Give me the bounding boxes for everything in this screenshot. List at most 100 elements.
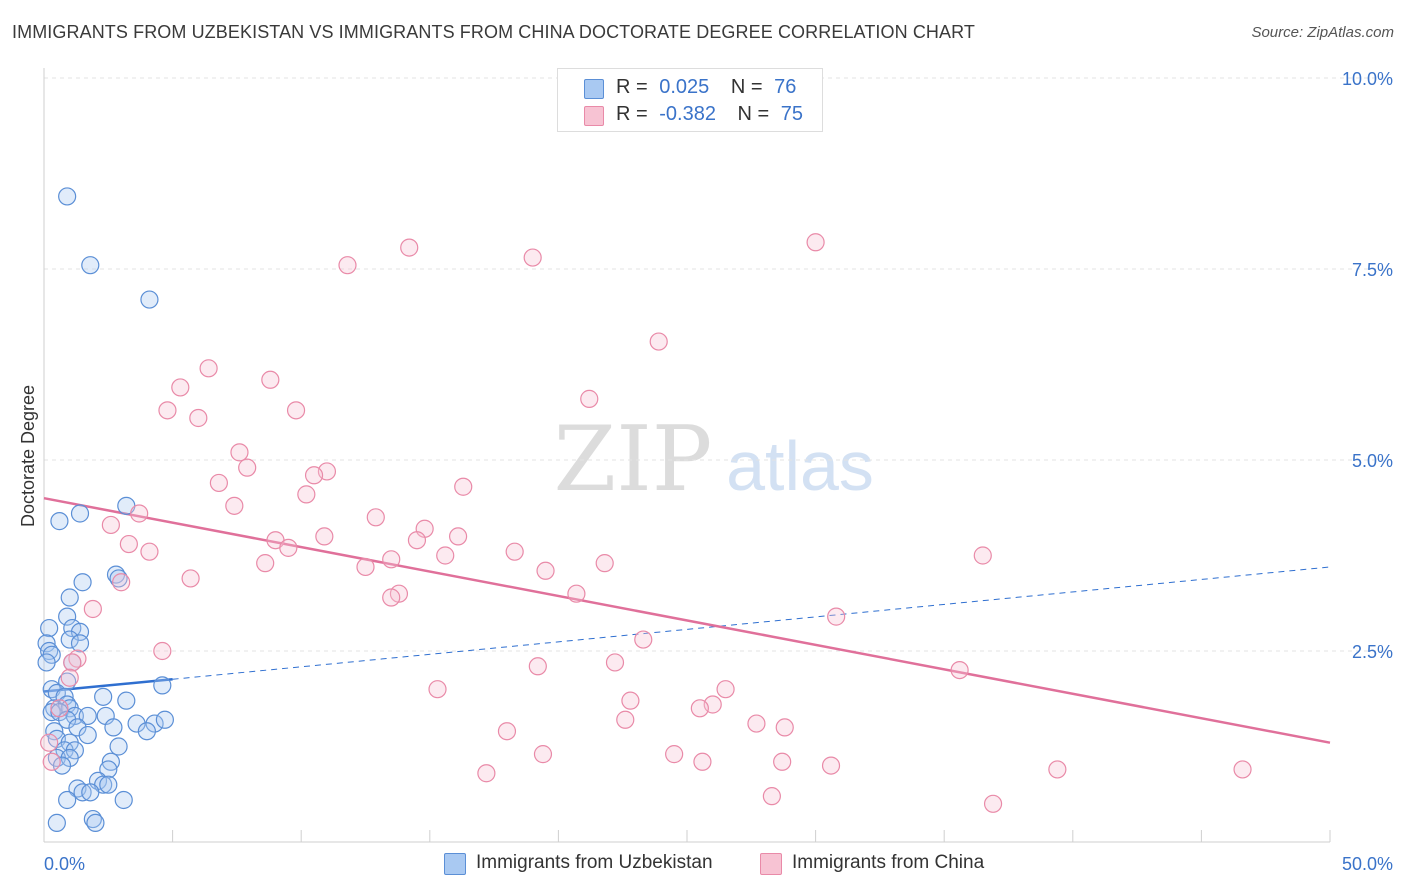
point-uzbekistan — [81, 256, 100, 275]
legend-row-uzbekistan: R = 0.025 N = 76 — [558, 74, 822, 100]
point-china — [693, 752, 712, 771]
legend-text: R = -0.382 N = 75 — [616, 103, 803, 126]
point-china — [716, 680, 735, 699]
point-china — [436, 546, 455, 565]
point-china — [806, 233, 825, 252]
point-uzbekistan — [58, 607, 77, 626]
point-china — [130, 504, 149, 523]
data-points — [37, 187, 1252, 833]
point-china — [621, 691, 640, 710]
point-uzbekistan — [60, 588, 79, 607]
watermark-zip: ZIP — [554, 407, 713, 512]
point-uzbekistan — [50, 512, 69, 531]
point-china — [338, 256, 357, 275]
point-china — [50, 699, 69, 718]
x-tick-label: 0.0% — [44, 854, 85, 874]
point-china — [762, 787, 781, 806]
point-uzbekistan — [81, 783, 100, 802]
point-uzbekistan — [140, 290, 159, 309]
point-china — [119, 534, 138, 554]
point-uzbekistan — [47, 813, 66, 833]
point-uzbekistan — [127, 714, 146, 733]
point-china — [505, 542, 524, 561]
point-china — [189, 408, 208, 428]
point-china — [400, 238, 419, 257]
bottom-legend-label-china: Immigrants from China — [792, 852, 985, 873]
point-china — [605, 653, 625, 672]
watermark: ZIP atlas — [554, 407, 874, 512]
point-china — [382, 550, 401, 569]
point-china — [773, 752, 792, 771]
point-china — [286, 401, 306, 420]
point-china — [428, 680, 447, 699]
point-china — [536, 561, 555, 580]
point-china — [497, 722, 517, 741]
bottom-legend-swatch-uzbekistan — [444, 853, 466, 875]
point-china — [112, 573, 131, 592]
point-uzbekistan — [86, 813, 105, 833]
point-china — [199, 359, 218, 378]
point-china — [42, 752, 61, 771]
point-china — [528, 657, 547, 676]
y-axis-label: Doctorate Degree — [18, 385, 38, 527]
y-tick-label: 7.5% — [1352, 260, 1393, 280]
point-uzbekistan — [50, 703, 69, 722]
watermark-atlas: atlas — [726, 427, 874, 505]
point-china — [356, 557, 375, 577]
point-china — [775, 718, 794, 737]
point-uzbekistan — [109, 737, 128, 756]
point-china — [580, 389, 599, 408]
legend-text: R = 0.025 N = 76 — [616, 76, 796, 99]
legend-n-label: N = — [737, 103, 770, 125]
point-china — [171, 378, 190, 397]
point-uzbekistan — [68, 718, 87, 737]
point-china — [279, 538, 298, 557]
tick-labels: 2.5% 5.0% 7.5% 10.0% 0.0% 50.0% — [44, 69, 1393, 874]
point-china — [238, 458, 257, 477]
legend-r-value: 0.025 — [659, 76, 710, 98]
point-uzbekistan — [94, 687, 113, 706]
point-china — [209, 473, 228, 493]
point-uzbekistan — [104, 718, 123, 737]
bottom-legend-label-uzbekistan: Immigrants from Uzbekistan — [476, 852, 713, 873]
point-china — [225, 496, 244, 515]
point-uzbekistan — [37, 653, 56, 672]
grid-lines — [44, 77, 1394, 652]
point-china — [83, 599, 102, 619]
point-china — [649, 332, 668, 351]
point-uzbekistan — [99, 775, 118, 794]
point-uzbekistan — [145, 714, 164, 733]
point-china — [230, 443, 249, 462]
point-china — [304, 466, 324, 485]
point-uzbekistan — [58, 790, 77, 810]
point-china — [63, 653, 82, 672]
point-china — [665, 745, 684, 764]
point-china — [181, 569, 200, 588]
legend-swatch-uzbekistan — [584, 79, 604, 99]
axes — [43, 68, 1331, 843]
point-china — [101, 515, 120, 535]
point-uzbekistan — [60, 630, 79, 649]
point-china — [40, 733, 59, 752]
legend-r-label: R = — [616, 103, 648, 125]
y-tick-label: 10.0% — [1342, 69, 1393, 89]
chart-source: Source: ZipAtlas.com — [1251, 24, 1394, 41]
point-china — [1048, 760, 1067, 779]
legend-n-value: 76 — [774, 76, 797, 98]
point-china — [382, 588, 401, 607]
point-china — [261, 370, 280, 389]
point-china — [973, 546, 992, 565]
point-uzbekistan — [153, 676, 172, 695]
point-china — [454, 477, 473, 496]
point-uzbekistan — [70, 504, 90, 523]
point-china — [407, 531, 427, 550]
point-china — [366, 508, 385, 527]
legend-n-value: 75 — [780, 103, 804, 125]
point-uzbekistan — [117, 691, 136, 710]
point-china — [533, 745, 553, 764]
correlation-legend: R = 0.025 N = 76 R = -0.382 N = 75 — [557, 68, 823, 132]
legend-row-china: R = -0.382 N = 75 — [558, 101, 822, 127]
point-china — [256, 554, 275, 573]
point-china — [448, 527, 468, 546]
